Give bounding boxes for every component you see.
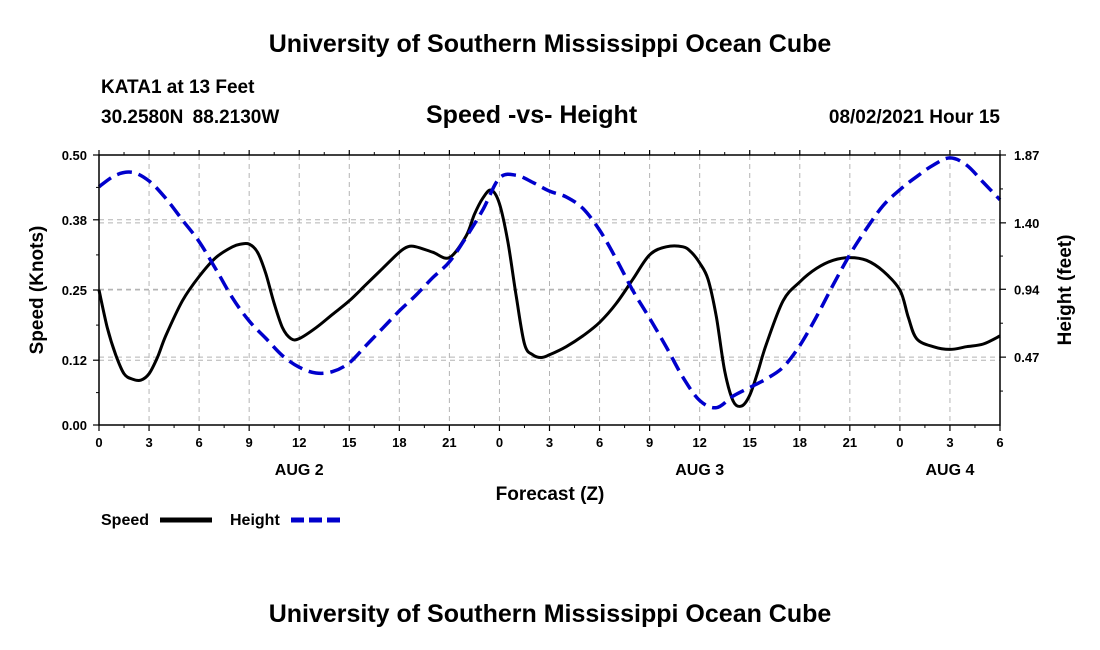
x-tick-label: 12: [292, 435, 306, 450]
day-label: AUG 2: [275, 462, 324, 479]
x-tick-label: 6: [996, 435, 1003, 450]
y-tick-label: 0.50: [62, 148, 87, 163]
x-tick-label: 0: [896, 435, 903, 450]
y2-tick-label: 0.47: [1014, 350, 1039, 365]
x-tick-label: 6: [195, 435, 202, 450]
day-label: AUG 4: [925, 462, 974, 479]
y-axis-label: Speed (Knots): [27, 226, 48, 355]
coordinates-label: 30.2580N 88.2130W: [101, 107, 280, 128]
y2-tick-label: 0.94: [1014, 282, 1040, 297]
x-tick-label: 0: [95, 435, 102, 450]
x-tick-label: 15: [342, 435, 356, 450]
bottom-title: University of Southern Mississippi Ocean…: [268, 600, 832, 628]
top-title: University of Southern Mississippi Ocean…: [268, 30, 832, 58]
x-tick-label: 9: [646, 435, 653, 450]
x-axis-label: Forecast (Z): [496, 484, 605, 505]
y2-tick-label: 1.40: [1014, 216, 1039, 231]
series-line-height: [97, 156, 1002, 410]
x-tick-label: 21: [843, 435, 857, 450]
day-label: AUG 3: [675, 462, 724, 479]
datetime-label: 08/02/2021 Hour 15: [828, 107, 1000, 128]
y2-tick-label: 1.87: [1014, 148, 1039, 163]
chart-title: Speed -vs- Height: [426, 101, 638, 129]
y-tick-label: 0.00: [62, 418, 87, 433]
y-tick-label: 0.38: [62, 213, 87, 228]
x-tick-label: 3: [145, 435, 152, 450]
y2-axis-label: Height (feet): [1055, 235, 1076, 346]
series-line-speed: [97, 188, 1001, 408]
y-tick-label: 0.25: [62, 283, 87, 298]
x-tick-label: 9: [246, 435, 253, 450]
grid-layer: [99, 154, 1000, 425]
x-tick-label: 18: [793, 435, 807, 450]
legend-height-label: Height: [230, 512, 280, 529]
legend-speed-label: Speed: [101, 512, 149, 529]
x-tick-label: 21: [442, 435, 456, 450]
x-tick-label: 15: [742, 435, 756, 450]
axis-layer: 0 3 6 9 12 15 18 21 0 3 6 9 12 15 18 21 0 3 6 AUG 2 AUG 3 AUG…: [62, 148, 1040, 479]
x-tick-label: 0: [496, 435, 503, 450]
x-tick-label: 3: [946, 435, 953, 450]
x-tick-label: 3: [546, 435, 553, 450]
series-layer: [97, 156, 1002, 410]
x-tick-label: 12: [692, 435, 706, 450]
x-tick-label: 18: [392, 435, 406, 450]
x-tick-label: 6: [596, 435, 603, 450]
station-label: KATA1 at 13 Feet: [101, 77, 255, 98]
y-tick-label: 0.12: [62, 353, 87, 368]
legend: Speed Height: [101, 512, 343, 529]
